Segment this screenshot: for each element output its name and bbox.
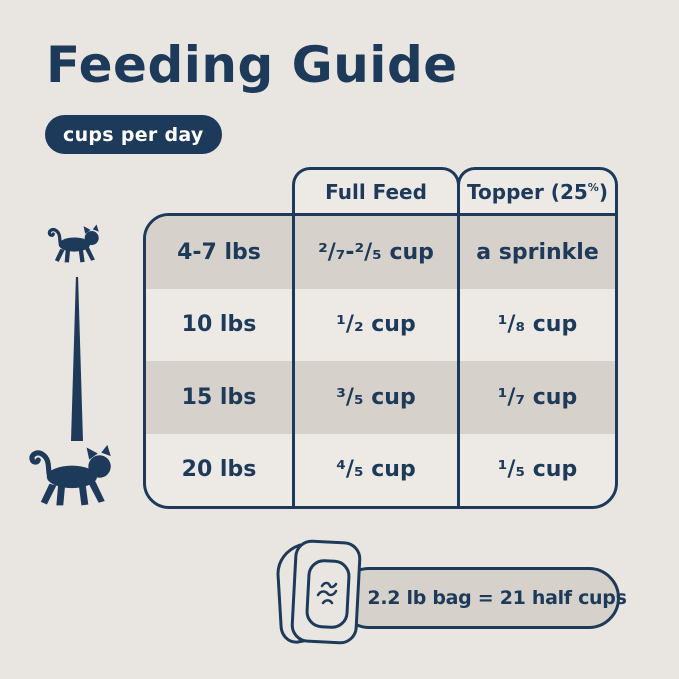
weight-cell: 15 lbs: [181, 384, 257, 410]
topper-suffix: ): [598, 179, 608, 204]
weight-cell: 20 lbs: [181, 457, 257, 483]
table-row: 15 lbs ³/₅ cup ¹/₇ cup: [146, 361, 615, 434]
table-row: 10 lbs ¹/₂ cup ¹/₈ cup: [146, 288, 615, 361]
bag-note-badge: 2.2 lb bag = 21 half cups: [338, 567, 627, 629]
full-feed-cell: ³/₅ cup: [292, 361, 457, 434]
small-cat-icon: [47, 224, 99, 263]
topper-cell: ¹/₈ cup: [457, 288, 615, 361]
table-row: 20 lbs ⁴/₅ cup ¹/₅ cup: [146, 433, 615, 506]
full-feed-label: Full Feed: [325, 179, 427, 204]
cups-per-day-label: cups per day: [63, 123, 204, 146]
column-header-full-feed: Full Feed: [292, 167, 460, 213]
topper-cell: a sprinkle: [457, 216, 615, 289]
table-row: 4-7 lbs ²/₇-²/₅ cup a sprinkle: [146, 216, 615, 289]
weight-cell: 4-7 lbs: [177, 239, 261, 265]
feeding-table: 4-7 lbs ²/₇-²/₅ cup a sprinkle 10 lbs ¹/…: [143, 213, 618, 509]
topper-cell: ¹/₇ cup: [457, 361, 615, 434]
large-cat-icon: [29, 444, 111, 506]
full-feed-cell: ¹/₂ cup: [292, 288, 457, 361]
column-header-topper: Topper (25%): [457, 167, 618, 213]
size-scale-wedge-icon: [71, 277, 83, 441]
weight-cell: 10 lbs: [181, 312, 257, 338]
page-title: Feeding Guide: [46, 36, 458, 94]
cups-per-day-badge: cups per day: [45, 115, 222, 154]
full-feed-cell: ⁴/₅ cup: [292, 433, 457, 506]
topper-label: Topper (25: [467, 179, 588, 204]
full-feed-cell: ²/₇-²/₅ cup: [292, 216, 457, 289]
food-bag-icon: [276, 539, 362, 645]
bag-note-label: 2.2 lb bag = 21 half cups: [367, 587, 627, 609]
topper-cell: ¹/₅ cup: [457, 433, 615, 506]
